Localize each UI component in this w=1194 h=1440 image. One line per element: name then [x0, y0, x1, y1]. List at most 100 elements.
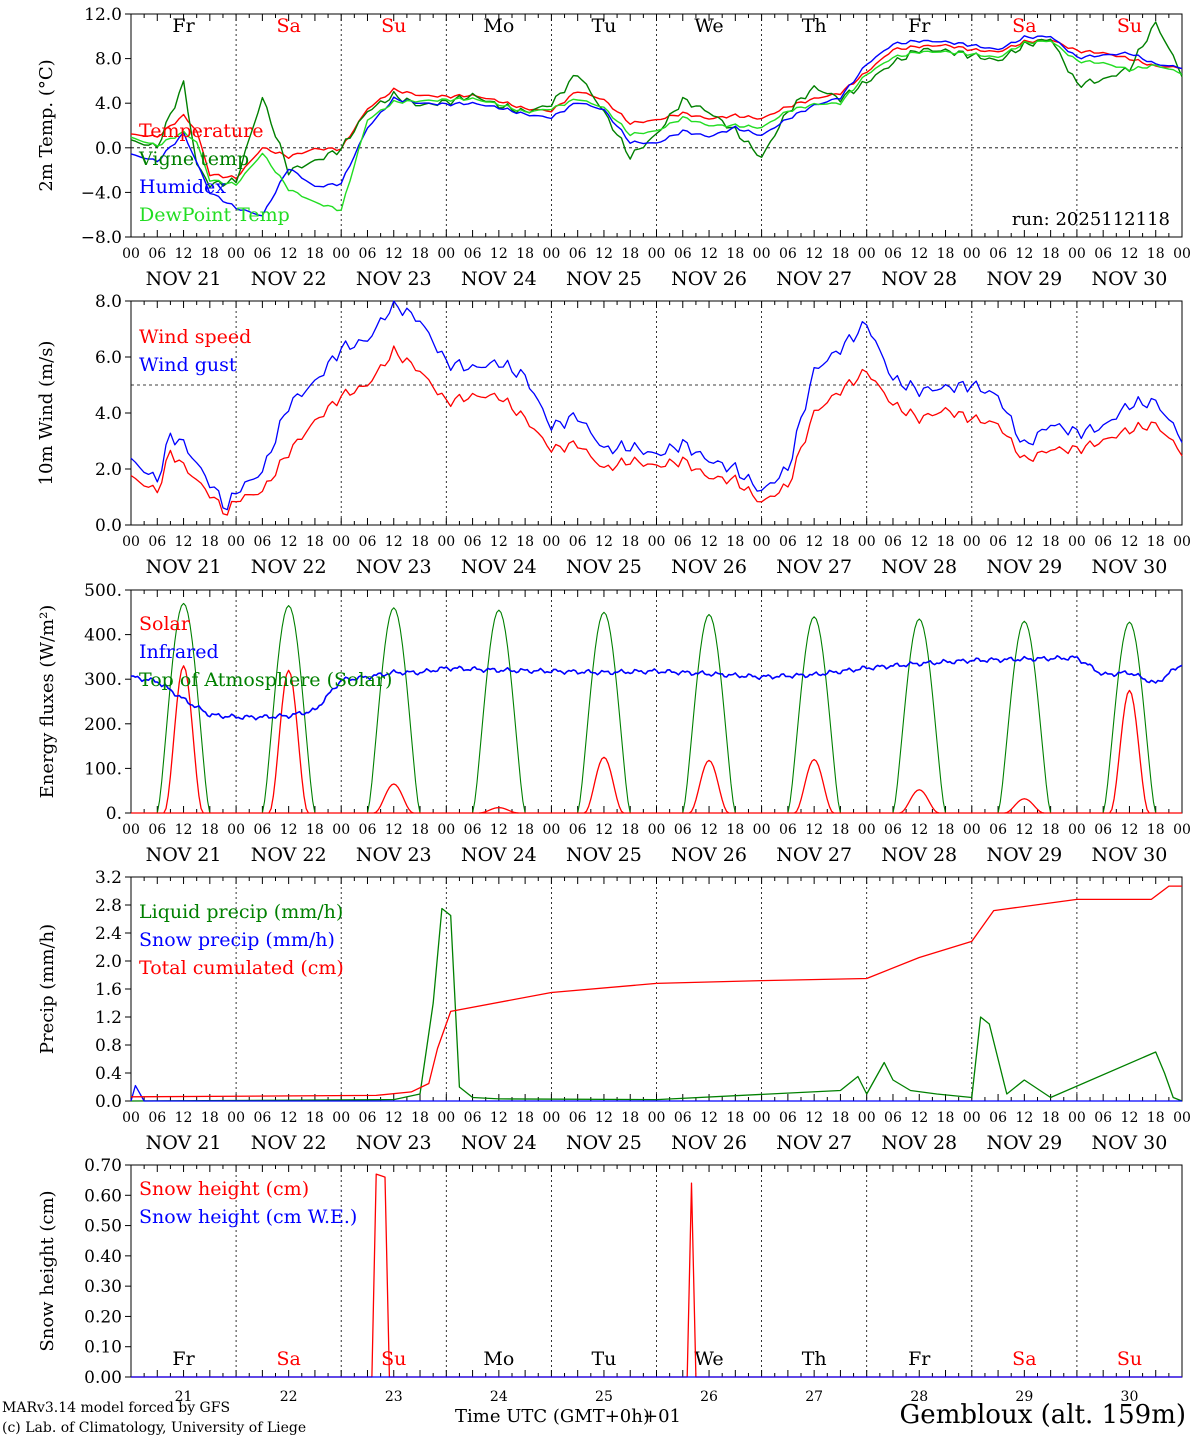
hour-label: 06: [1094, 822, 1112, 838]
hour-label: 00: [753, 822, 771, 838]
hour-label: 18: [201, 246, 219, 262]
hour-label: 18: [726, 246, 744, 262]
y-tick-label: 0.60: [84, 1186, 122, 1206]
hour-label: 18: [1147, 246, 1165, 262]
date-label: NOV 26: [671, 268, 747, 290]
hour-label: 12: [490, 822, 508, 838]
y-tick-label: 12.0: [84, 5, 122, 25]
hour-label: 18: [1042, 1110, 1060, 1126]
hour-label: 12: [805, 822, 823, 838]
y-tick-label: 8.0: [95, 292, 122, 312]
hour-label: 12: [280, 822, 298, 838]
date-label: NOV 23: [356, 844, 432, 866]
weekday-label: Sa: [1012, 1348, 1036, 1370]
hour-label: 12: [805, 1110, 823, 1126]
y-axis-label: 2m Temp. (°C): [36, 59, 57, 191]
hour-label: 06: [674, 1110, 692, 1126]
legend-entry: Solar: [139, 613, 191, 635]
date-label: NOV 30: [1092, 268, 1168, 290]
date-label: NOV 28: [881, 844, 957, 866]
hour-label: 00: [542, 1110, 560, 1126]
date-label: NOV 27: [776, 556, 852, 578]
toa-solar-curve: [1102, 621, 1157, 814]
hour-label: 00: [332, 246, 350, 262]
day-number-label: 23: [385, 1389, 403, 1405]
y-tick-label: 100.: [84, 759, 122, 779]
hour-label: 00: [122, 534, 140, 550]
weekday-label: Mo: [483, 1348, 514, 1370]
hour-label: 18: [937, 246, 955, 262]
hour-label: 12: [1121, 822, 1139, 838]
date-label: NOV 23: [356, 268, 432, 290]
date-label: NOV 30: [1092, 556, 1168, 578]
hour-label: 06: [464, 822, 482, 838]
date-label: NOV 21: [146, 556, 222, 578]
weekday-label: We: [694, 1348, 723, 1370]
date-label: NOV 25: [566, 1132, 642, 1154]
date-label: NOV 22: [251, 556, 327, 578]
hour-label: 00: [1068, 534, 1086, 550]
legend-entry: Temperature: [139, 120, 263, 142]
date-label: NOV 26: [671, 556, 747, 578]
hour-label: 00: [753, 246, 771, 262]
hour-label: 00: [227, 822, 245, 838]
hour-label: 18: [1042, 246, 1060, 262]
hour-label: 18: [726, 822, 744, 838]
hour-label: 00: [648, 246, 666, 262]
date-label: NOV 30: [1092, 844, 1168, 866]
hour-label: 00: [122, 822, 140, 838]
weekday-label: Sa: [276, 15, 300, 37]
date-label: NOV 24: [461, 268, 537, 290]
wind-speed-line: [130, 345, 1183, 516]
hour-label: 06: [569, 534, 587, 550]
date-label: NOV 29: [986, 1132, 1062, 1154]
hour-label: 00: [648, 1110, 666, 1126]
y-tick-label: 2.0: [95, 952, 122, 972]
hour-label: 06: [253, 246, 271, 262]
model-credit: MARv3.14 model forced by GFS: [2, 1400, 231, 1416]
hour-label: 06: [148, 534, 166, 550]
y-tick-label: 300.: [84, 670, 122, 690]
dewpoint-temp-line: [130, 40, 1183, 212]
hour-label: 12: [1015, 246, 1033, 262]
date-label: NOV 23: [356, 556, 432, 578]
legend-entry: Snow height (cm): [139, 1178, 309, 1200]
hour-label: 12: [175, 246, 193, 262]
day-number-label: 22: [280, 1389, 298, 1405]
date-label: NOV 26: [671, 844, 747, 866]
weekday-label: Su: [381, 1348, 406, 1370]
hour-label: 18: [306, 1110, 324, 1126]
hour-label: 00: [963, 822, 981, 838]
hour-label: 12: [490, 1110, 508, 1126]
weekday-label: Th: [802, 15, 827, 37]
hour-label: 12: [910, 534, 928, 550]
hour-label: 18: [306, 534, 324, 550]
hour-label: 12: [1015, 1110, 1033, 1126]
hour-label: 12: [595, 246, 613, 262]
weekday-label: Su: [381, 15, 406, 37]
hour-label: 00: [227, 246, 245, 262]
solar-curve: [583, 756, 625, 814]
legend-entry: DewPoint Temp: [139, 204, 290, 226]
run-annotation: run: 2025112118: [1012, 209, 1170, 230]
legend-entry: Top of Atmosphere (Solar): [139, 669, 392, 691]
hour-label: 18: [726, 534, 744, 550]
infrared-line: [130, 654, 1183, 721]
y-tick-label: 400.: [84, 626, 122, 646]
legend-entry: Wind gust: [139, 354, 237, 376]
toa-solar-curve: [366, 607, 421, 814]
hour-label: 12: [700, 1110, 718, 1126]
weekday-label: Fr: [908, 15, 931, 37]
hour-label: 06: [148, 822, 166, 838]
hour-label: 18: [621, 246, 639, 262]
hour-label: 00: [963, 1110, 981, 1126]
y-axis-label: Energy fluxes (W/m²): [37, 605, 58, 799]
toa-solar-curve: [787, 616, 841, 814]
hour-label: 18: [937, 822, 955, 838]
day-number-label: 30: [1121, 1389, 1139, 1405]
hour-label: 12: [595, 534, 613, 550]
hour-label: 00: [858, 246, 876, 262]
toa-solar-curve: [156, 602, 211, 814]
hour-label: 00: [753, 534, 771, 550]
day-number-label: 29: [1015, 1389, 1033, 1405]
